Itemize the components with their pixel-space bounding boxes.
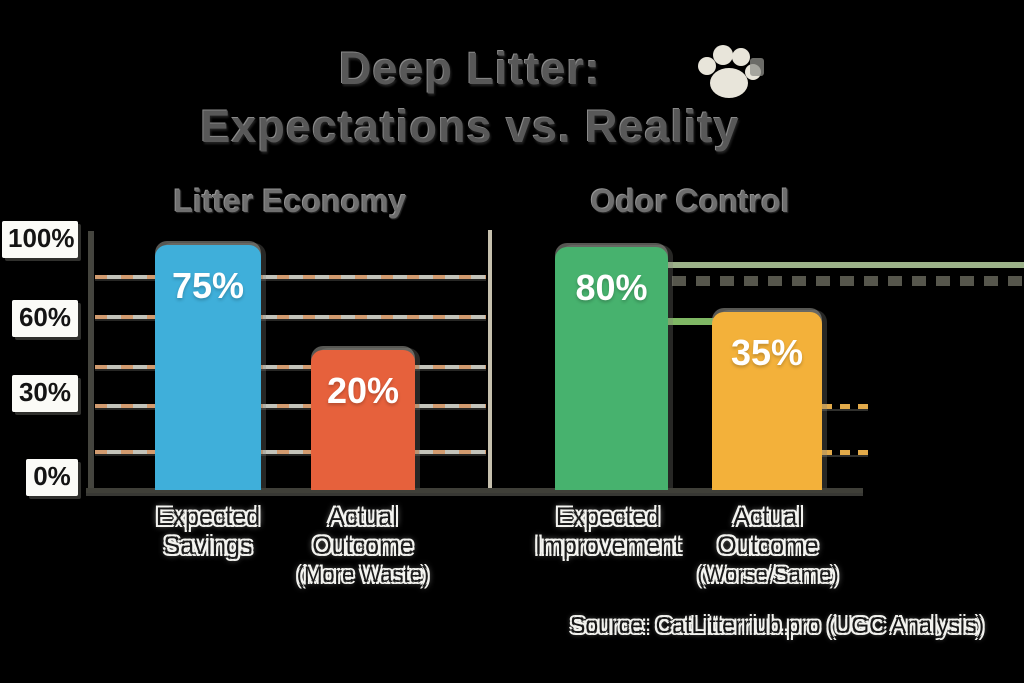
- gridline: [95, 450, 486, 454]
- gray-smudge-artifact: [750, 58, 764, 76]
- category-label-expected-improvement: Expected Improvement: [503, 503, 713, 561]
- category-line: Savings: [163, 532, 253, 560]
- y-tick-60: 60%: [12, 300, 78, 337]
- green-gridline-artifact: [664, 262, 1024, 268]
- category-label-actual-outcome-more-waste: Actual Outcome (More Waste): [273, 503, 453, 589]
- bar-value-label: 80%: [575, 267, 648, 308]
- yellow-dash-artifact: [822, 450, 868, 455]
- bar-expected-savings: 75%: [155, 245, 261, 490]
- dashed-row-artifact: [672, 276, 1024, 286]
- bar-actual-outcome-worse-same: 35%: [712, 312, 822, 490]
- y-tick-0: 0%: [26, 459, 78, 496]
- page-title-line1: Deep Litter:: [338, 43, 602, 94]
- bar-value-label: 35%: [730, 332, 804, 373]
- gridline: [95, 404, 486, 408]
- bar-actual-outcome-more-waste: 20%: [311, 350, 415, 490]
- category-label-expected-savings: Expected Savings: [118, 503, 298, 561]
- category-line: Expected: [555, 503, 661, 531]
- panel-divider-line: [488, 230, 492, 488]
- bar-value-label: 75%: [171, 265, 245, 306]
- category-label-actual-outcome-worse-same: Actual Outcome (Worse/Same): [663, 503, 873, 589]
- panel-title-odor-control: Odor Control: [590, 183, 790, 219]
- category-line: Outcome: [717, 532, 819, 560]
- yellow-dash-artifact: [822, 404, 868, 409]
- bar-expected-improvement: 80%: [555, 247, 668, 490]
- source-note: Source: CatLitterriub.pro (UGC Analysis): [570, 612, 985, 638]
- category-line: Expected: [155, 503, 261, 531]
- gridline: [95, 275, 486, 279]
- category-line: Outcome: [312, 532, 414, 560]
- category-line: Actual: [328, 503, 398, 531]
- bar-value-label: 20%: [326, 370, 400, 411]
- gridline: [95, 315, 486, 319]
- page-title-line2: Expectations vs. Reality: [200, 101, 740, 152]
- category-line: (More Waste): [296, 562, 430, 587]
- category-line: Actual: [733, 503, 803, 531]
- y-tick-100: 100%: [2, 221, 78, 258]
- gridline: [95, 365, 486, 369]
- panel-title-litter-economy: Litter Economy: [173, 183, 407, 219]
- y-axis-line: [88, 231, 92, 490]
- x-axis-line: [86, 488, 863, 493]
- green-connector-artifact: [664, 318, 716, 325]
- y-tick-30: 30%: [12, 375, 78, 412]
- page-title: Deep Litter: Expectations vs. Reality: [110, 40, 830, 156]
- category-line: (Worse/Same): [697, 562, 839, 587]
- category-line: Improvement: [535, 532, 681, 560]
